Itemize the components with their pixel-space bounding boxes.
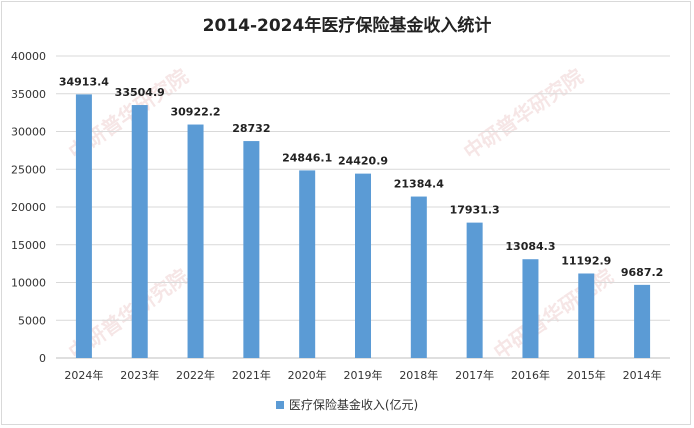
data-label: 24420.9 bbox=[338, 155, 388, 168]
x-tick-label: 2017年 bbox=[455, 368, 494, 382]
x-tick-label: 2015年 bbox=[567, 368, 606, 382]
bar bbox=[578, 273, 595, 358]
x-tick-label: 2018年 bbox=[399, 368, 438, 382]
x-tick-label: 2021年 bbox=[232, 368, 271, 382]
legend-swatch bbox=[275, 401, 284, 409]
data-label: 21384.4 bbox=[394, 178, 444, 191]
data-label: 34913.4 bbox=[59, 75, 109, 88]
data-label: 30922.2 bbox=[170, 106, 220, 119]
data-label: 11192.9 bbox=[561, 254, 611, 267]
y-tick-label: 5000 bbox=[18, 314, 46, 327]
data-label: 33504.9 bbox=[115, 86, 165, 99]
data-label: 13084.3 bbox=[505, 240, 555, 253]
bar bbox=[355, 173, 371, 358]
legend: 医疗保险基金收入(亿元) bbox=[0, 396, 694, 413]
data-labels: 34913.4 33504.9 30922.2 28732 24846.1 24420.9… bbox=[59, 75, 663, 278]
bar bbox=[466, 222, 483, 358]
bar bbox=[299, 170, 316, 358]
x-tick-label: 2014年 bbox=[623, 368, 662, 382]
y-tick-label: 0 bbox=[39, 352, 46, 365]
bar bbox=[522, 259, 539, 358]
bar bbox=[410, 196, 427, 358]
x-tick-label: 2024年 bbox=[64, 368, 103, 382]
bar bbox=[187, 124, 204, 359]
watermark-text: 中研普华研究院 bbox=[459, 64, 587, 164]
bar bbox=[131, 105, 148, 359]
data-label: 9687.2 bbox=[621, 266, 663, 279]
y-tick-label: 15000 bbox=[11, 239, 46, 252]
bars bbox=[75, 94, 651, 359]
x-tick-label: 2019年 bbox=[344, 368, 383, 382]
y-tick-label: 35000 bbox=[11, 88, 46, 101]
x-axis-ticks: 2024年 2023年 2022年 2021年 2020年 2019年 2018年 2017年… bbox=[64, 368, 661, 382]
chart-title: 2014-2024年医疗保险基金收入统计 bbox=[202, 16, 492, 36]
bar bbox=[75, 94, 92, 358]
x-tick-label: 2020年 bbox=[288, 368, 327, 382]
y-axis-ticks: 0 5000 10000 15000 20000 25000 30000 35000 40000 bbox=[11, 50, 46, 365]
data-label: 24846.1 bbox=[282, 151, 332, 164]
bar bbox=[634, 284, 651, 358]
legend-label: 医疗保险基金收入(亿元) bbox=[288, 398, 419, 412]
data-label: 28732 bbox=[232, 122, 270, 135]
x-tick-label: 2016年 bbox=[511, 368, 550, 382]
bar bbox=[243, 141, 260, 358]
y-tick-label: 25000 bbox=[11, 163, 46, 176]
data-label: 17931.3 bbox=[450, 204, 500, 217]
x-tick-label: 2023年 bbox=[120, 368, 159, 382]
y-tick-label: 20000 bbox=[11, 201, 46, 214]
y-tick-label: 40000 bbox=[11, 50, 46, 63]
watermark-text: 中研普华研究院 bbox=[489, 264, 617, 364]
y-tick-label: 10000 bbox=[11, 277, 46, 290]
x-tick-label: 2022年 bbox=[176, 368, 215, 382]
y-tick-label: 30000 bbox=[11, 126, 46, 139]
